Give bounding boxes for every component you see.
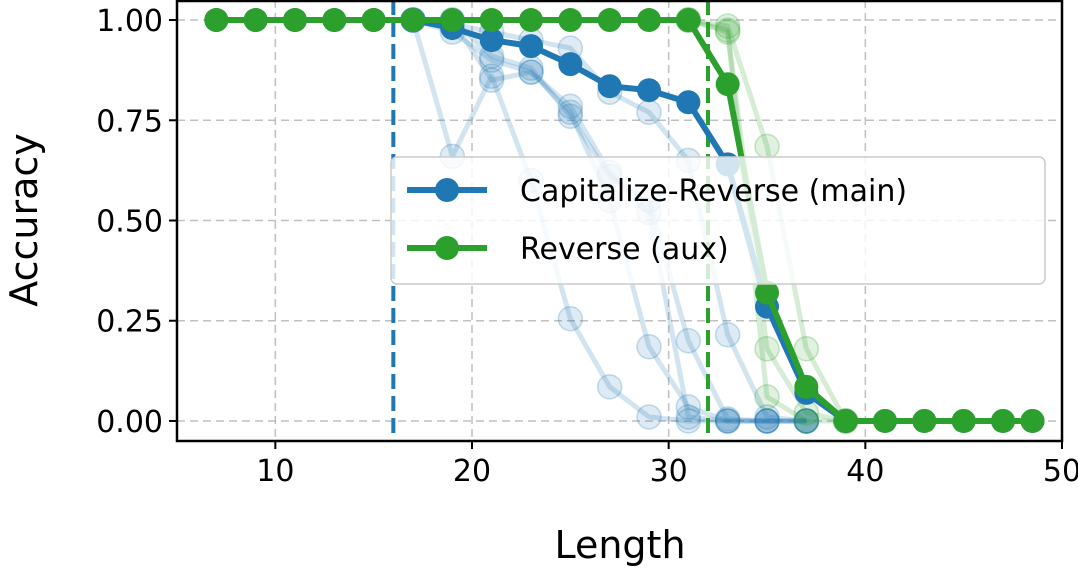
faded-run-point (793, 408, 820, 434)
faded-run-point (636, 99, 662, 126)
legend: Capitalize-Reverse (main) Reverse (aux) (390, 156, 1046, 285)
series-point (912, 408, 937, 433)
faded-run-line (410, 19, 807, 424)
y-tick-label: 0.50 (96, 205, 163, 240)
faded-run-point (714, 19, 741, 45)
series-point (283, 8, 307, 33)
legend-aux-marker (435, 236, 459, 260)
faded-run-point (754, 408, 780, 434)
legend-main-marker (435, 178, 459, 202)
y-tick-label: 0.75 (96, 104, 163, 139)
series-point (519, 34, 543, 59)
faded-run-point (557, 99, 584, 126)
series-point (597, 8, 622, 33)
faded-run-point (754, 408, 780, 434)
faded-run-point (557, 305, 584, 332)
series-point (755, 280, 779, 305)
legend-box (390, 156, 1046, 285)
faded-run-point (478, 63, 505, 89)
faded-run-point (518, 59, 544, 85)
series-point (794, 374, 819, 399)
series-point (243, 8, 268, 33)
faded-run-point (754, 336, 780, 362)
faded-run-point (557, 93, 584, 119)
faded-run-point (754, 408, 780, 434)
faded-run-point (793, 408, 820, 434)
series-point (715, 72, 740, 97)
series-point (637, 8, 661, 33)
faded-run-point (754, 408, 780, 434)
faded-run-point (714, 408, 741, 434)
y-tick-label: 0.00 (96, 405, 163, 440)
faded-run-line (687, 17, 847, 424)
faded-run-point (714, 408, 741, 434)
faded-run-point (675, 328, 702, 354)
faded-run-point (793, 408, 820, 434)
series-point (322, 8, 347, 33)
series-point (204, 8, 229, 33)
x-tick-label: 50 (1043, 454, 1078, 489)
faded-run-point (754, 384, 780, 410)
x-tick-label: 30 (650, 454, 688, 489)
faded-run-point (793, 336, 820, 362)
faded-run-point (714, 17, 741, 43)
series-point (676, 8, 701, 33)
series-point (479, 8, 504, 33)
series-point (873, 408, 897, 433)
series-point (991, 408, 1015, 433)
series-point (951, 408, 976, 433)
faded-run-point (754, 404, 780, 430)
faded-run-point (714, 322, 741, 348)
y-axis-title: Accuracy (2, 133, 46, 307)
series-point (361, 8, 386, 33)
x-axis-title: Length (554, 523, 685, 567)
faded-run-point (596, 374, 623, 400)
faded-run-point (675, 394, 702, 420)
x-tick-label: 40 (846, 454, 884, 489)
series-point (558, 52, 583, 77)
series-point (558, 8, 583, 33)
x-tick-label: 20 (453, 454, 491, 489)
series-point (479, 28, 504, 53)
faded-run-point (714, 13, 741, 39)
faded-run-point (675, 404, 702, 430)
faded-run-point (636, 334, 662, 360)
faded-run-point (714, 408, 741, 434)
faded-run-line (687, 17, 846, 424)
faded-run-point (754, 133, 780, 160)
y-tick-label: 1.00 (96, 4, 163, 39)
series-point (519, 8, 543, 33)
faded-run-point (518, 59, 544, 85)
x-tick-label: 10 (256, 454, 294, 489)
series-point (1020, 408, 1045, 433)
faded-run-point (793, 408, 820, 434)
series-point (440, 8, 465, 33)
legend-aux-label: Reverse (aux) (520, 232, 729, 267)
y-tick-label: 0.25 (96, 305, 163, 340)
faded-run-point (675, 408, 702, 434)
faded-run-point (518, 55, 544, 81)
faded-run-line (687, 17, 848, 423)
series-point (597, 74, 622, 99)
faded-run-point (793, 408, 820, 434)
series-point (401, 8, 425, 33)
series-point (637, 78, 661, 103)
series-line (213, 17, 1036, 424)
faded-run-point (714, 406, 741, 432)
faded-run-point (557, 103, 584, 130)
legend-main-label: Capitalize-Reverse (main) (520, 174, 907, 209)
series-point (676, 90, 701, 115)
series-point (833, 408, 858, 433)
axes: 10 20 30 40 50 0.00 0.25 0.50 0.75 1.00 (96, 0, 1078, 489)
faded-run-point (478, 67, 505, 93)
faded-run-point (793, 408, 820, 434)
faded-run-point (636, 404, 662, 430)
